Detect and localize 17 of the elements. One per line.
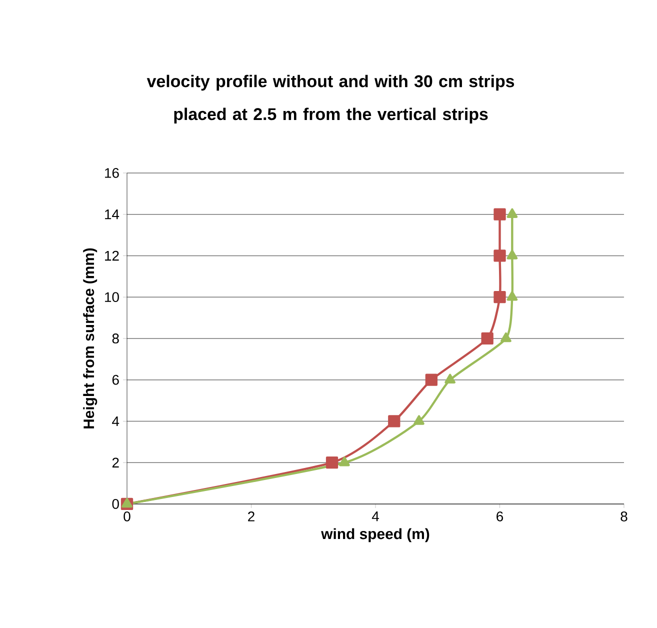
y-tick-label: 2 <box>112 458 119 468</box>
x-axis-title: wind speed (m) <box>321 528 430 542</box>
y-tick-label: 12 <box>105 250 119 261</box>
y-axis-title: Height from surface (mm) <box>83 248 98 428</box>
y-tick-label: 14 <box>105 210 120 220</box>
x-tick-label: 2 <box>248 511 254 522</box>
chart-title: velocity profile without and with 30 cm strips placed at 2.5 m from the vertical strips <box>146 74 514 124</box>
x-tick-label: 8 <box>620 511 628 522</box>
x-tick-label: 0 <box>124 511 130 522</box>
y-tick-label: 4 <box>112 416 120 426</box>
x-tick-label: 6 <box>496 511 504 522</box>
y-tick-label: 8 <box>112 334 119 344</box>
y-tick-label: 6 <box>112 374 119 385</box>
x-tick-label: 4 <box>372 512 379 522</box>
y-tick-label: 10 <box>105 292 119 302</box>
y-tick-label: 16 <box>105 168 119 178</box>
y-tick-label: 0 <box>112 499 119 509</box>
